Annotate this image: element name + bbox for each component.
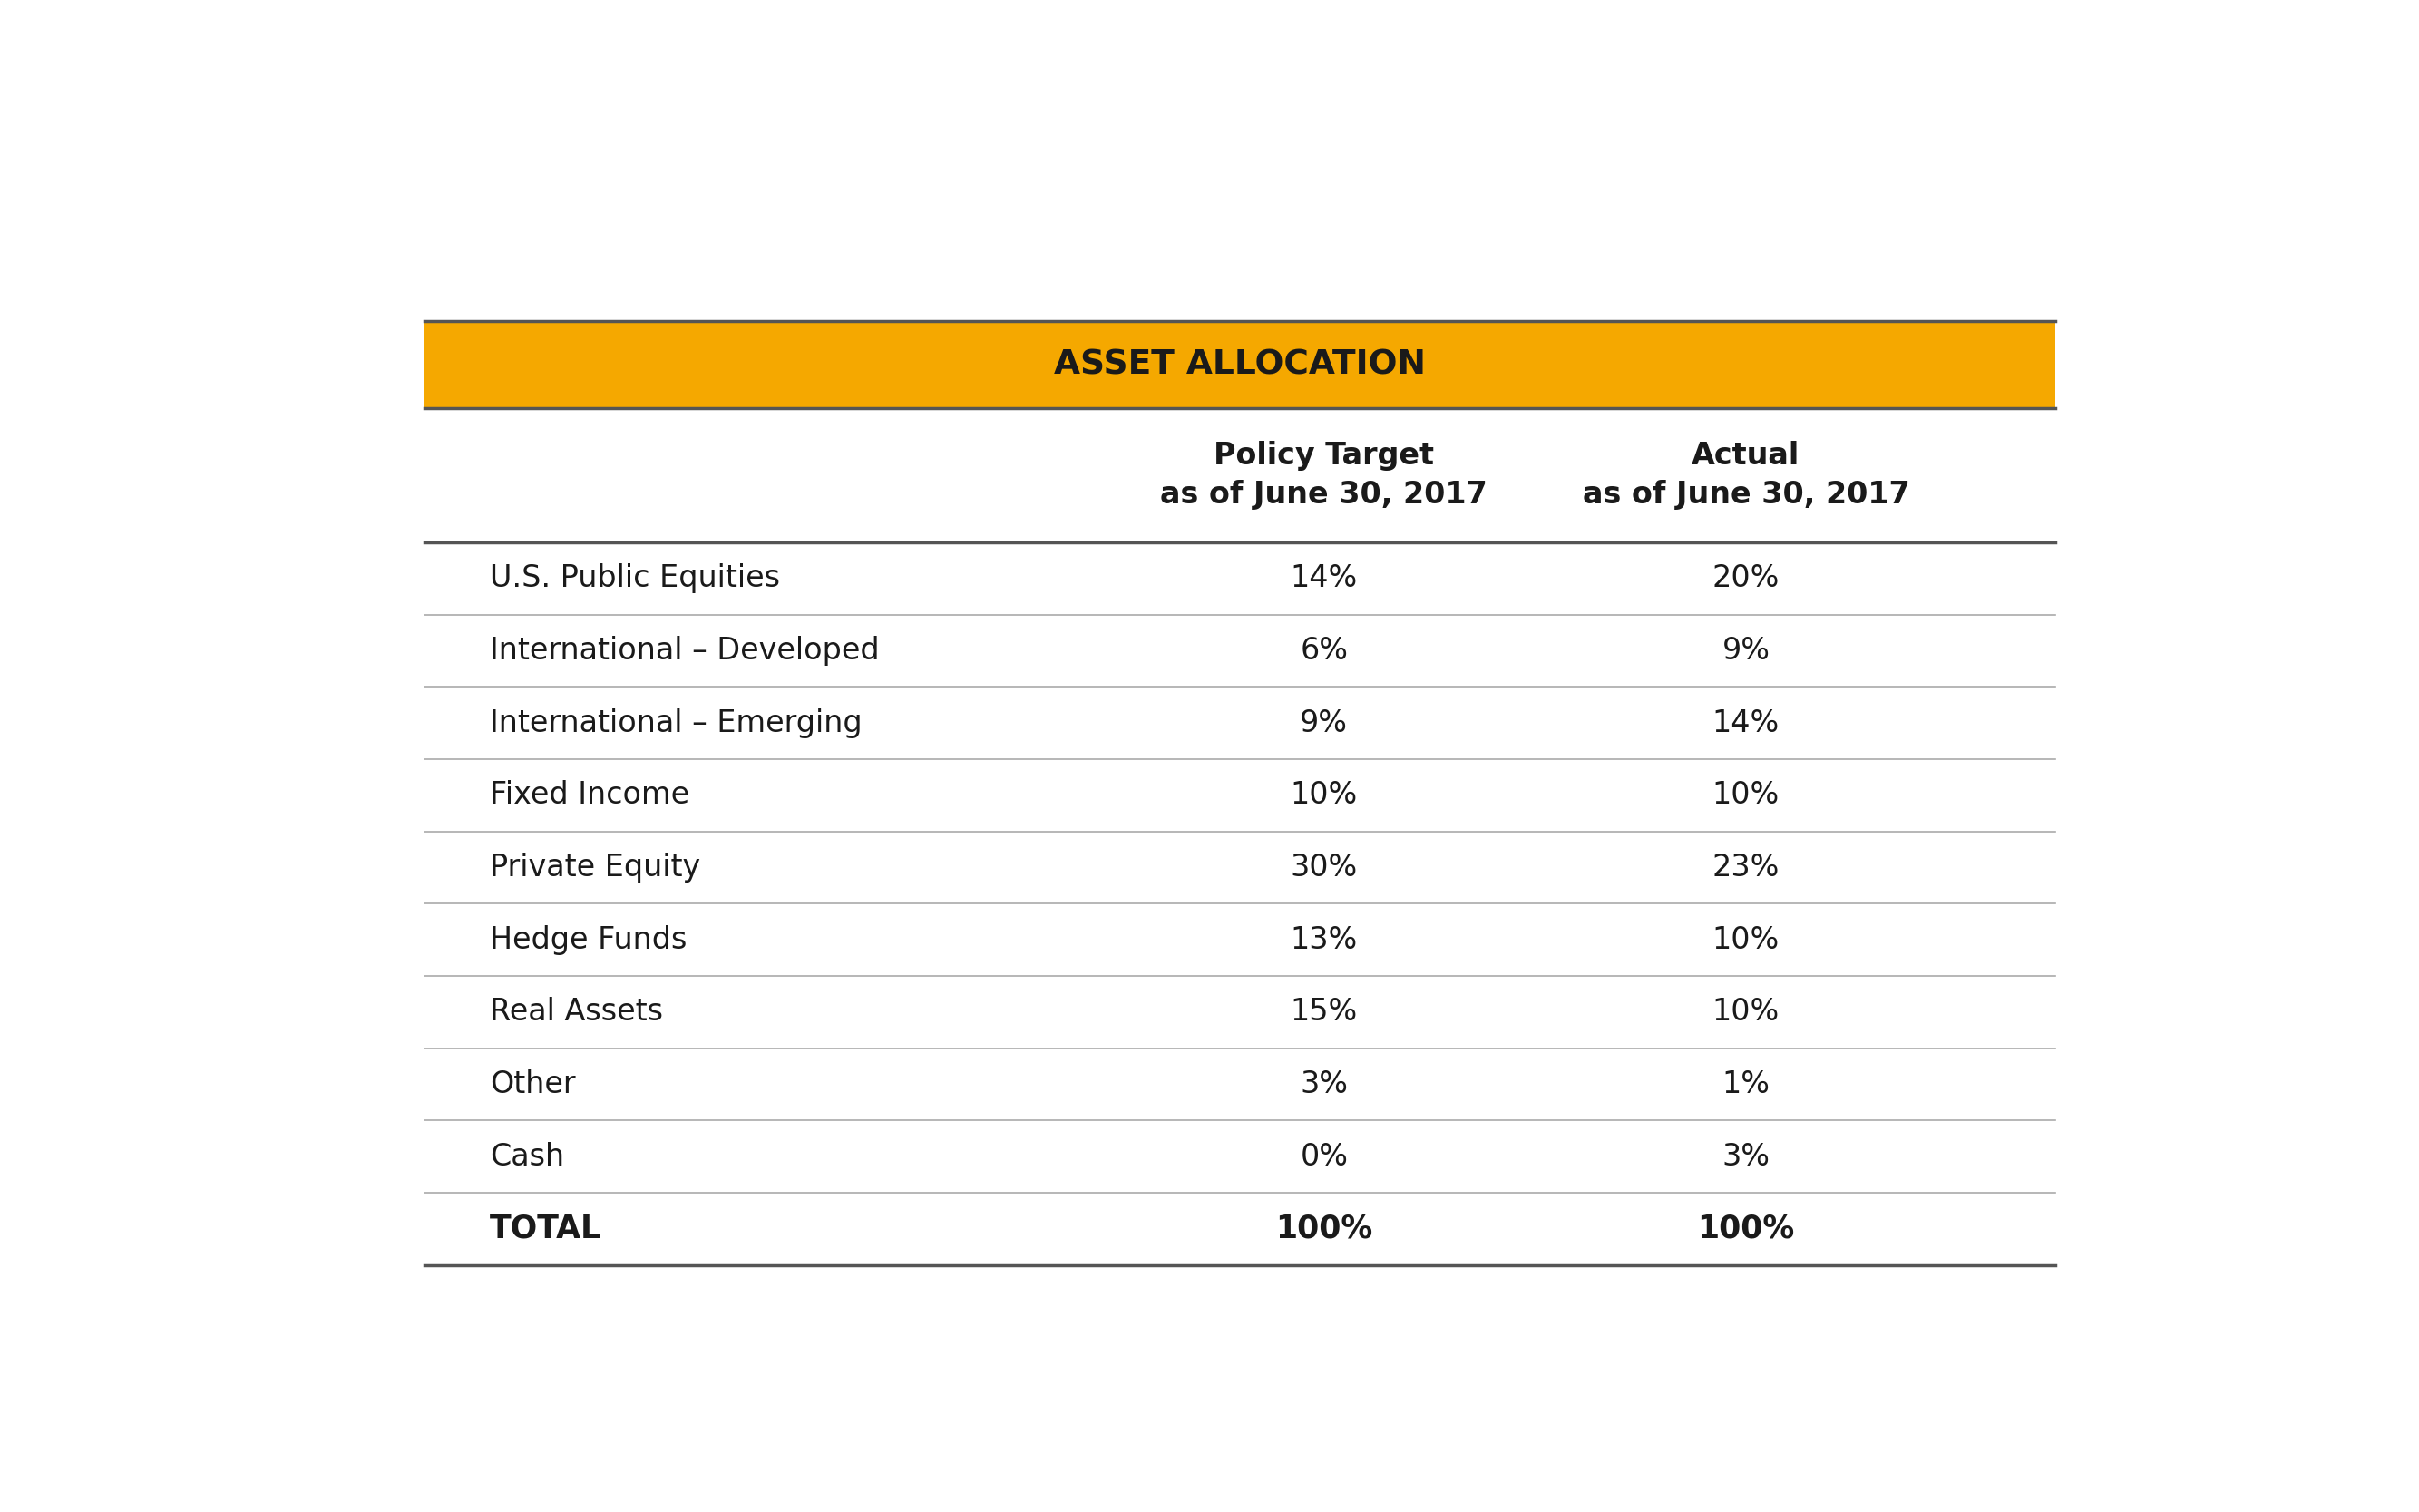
Text: Hedge Funds: Hedge Funds — [489, 925, 687, 954]
Text: 9%: 9% — [1722, 635, 1771, 665]
Text: 15%: 15% — [1289, 996, 1357, 1027]
Text: ASSET ALLOCATION: ASSET ALLOCATION — [1055, 348, 1425, 381]
Text: 10%: 10% — [1289, 780, 1357, 810]
FancyBboxPatch shape — [423, 321, 2056, 408]
Text: 23%: 23% — [1713, 853, 1780, 883]
Text: 100%: 100% — [1275, 1214, 1372, 1244]
Text: International – Developed: International – Developed — [489, 635, 881, 665]
Text: 14%: 14% — [1713, 708, 1780, 738]
Text: 10%: 10% — [1713, 996, 1780, 1027]
Text: 9%: 9% — [1299, 708, 1347, 738]
Text: International – Emerging: International – Emerging — [489, 708, 861, 738]
Text: U.S. Public Equities: U.S. Public Equities — [489, 564, 779, 593]
Text: Private Equity: Private Equity — [489, 853, 702, 883]
Text: 14%: 14% — [1289, 564, 1357, 593]
Text: Other: Other — [489, 1069, 576, 1099]
Text: Fixed Income: Fixed Income — [489, 780, 689, 810]
Text: 3%: 3% — [1299, 1069, 1347, 1099]
Text: Policy Target
as of June 30, 2017: Policy Target as of June 30, 2017 — [1161, 442, 1488, 510]
Text: 10%: 10% — [1713, 780, 1780, 810]
Text: 30%: 30% — [1289, 853, 1357, 883]
Text: TOTAL: TOTAL — [489, 1214, 602, 1244]
Text: Actual
as of June 30, 2017: Actual as of June 30, 2017 — [1582, 442, 1909, 510]
Text: 20%: 20% — [1713, 564, 1780, 593]
Text: 0%: 0% — [1299, 1142, 1347, 1172]
Text: 1%: 1% — [1722, 1069, 1771, 1099]
Text: Real Assets: Real Assets — [489, 996, 663, 1027]
Text: 6%: 6% — [1299, 635, 1347, 665]
Text: Cash: Cash — [489, 1142, 564, 1172]
Text: 100%: 100% — [1698, 1214, 1795, 1244]
Text: 3%: 3% — [1722, 1142, 1771, 1172]
Text: 10%: 10% — [1713, 925, 1780, 954]
Text: 13%: 13% — [1289, 925, 1357, 954]
